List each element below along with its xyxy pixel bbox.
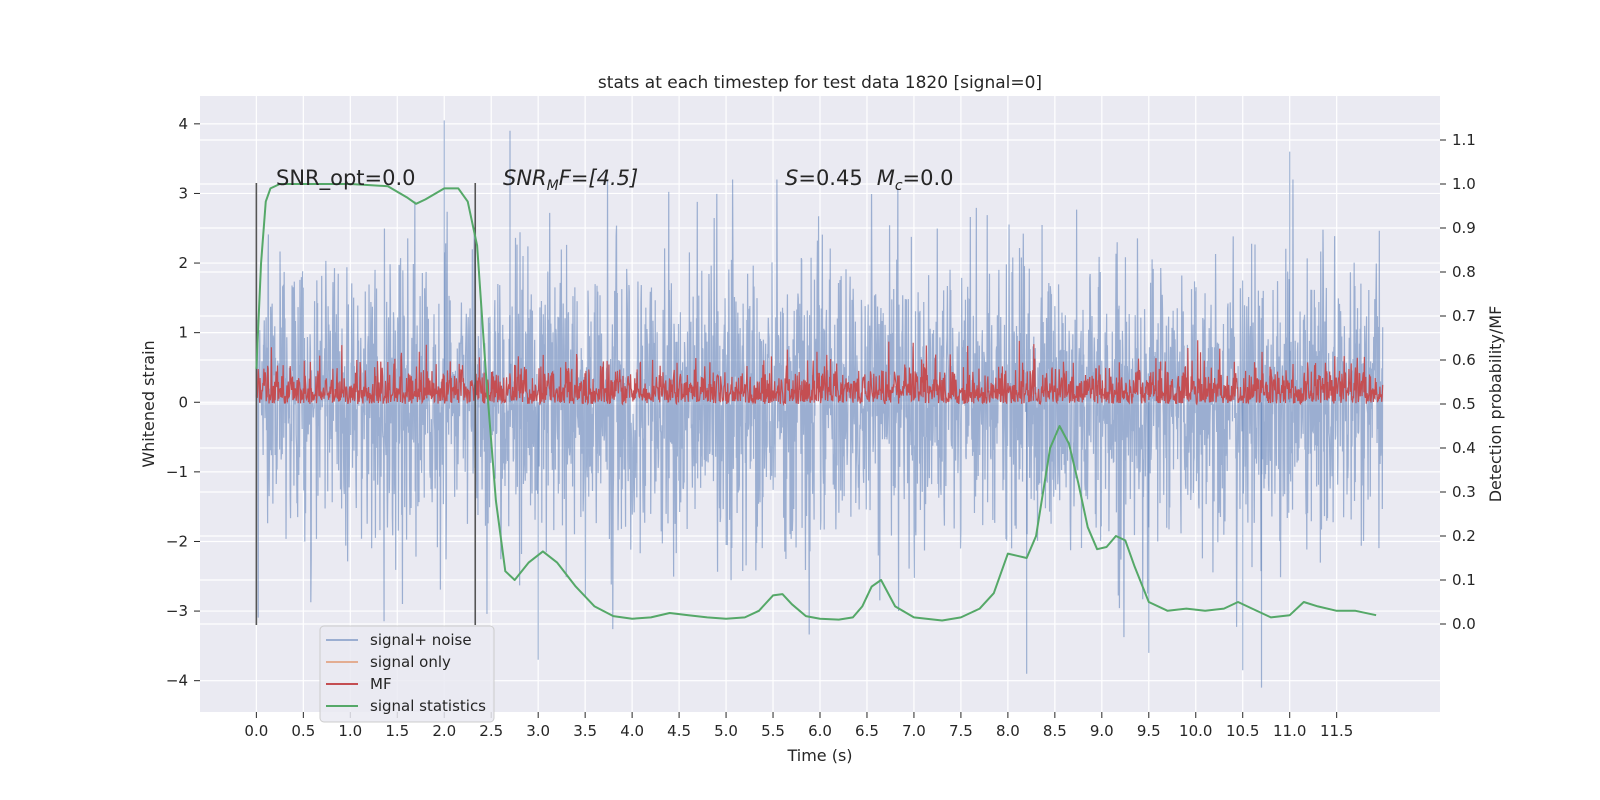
x-tick-label-22: 11.0 — [1273, 722, 1306, 740]
vertical-markers — [255, 183, 477, 625]
x-tick-label-14: 7.0 — [902, 722, 926, 740]
y-tick-label-3: −1 — [166, 463, 188, 481]
legend-label-mf: MF — [370, 675, 392, 693]
y2-tick-label-6: 0.6 — [1452, 351, 1476, 369]
mf-series — [255, 340, 1384, 407]
y2-tick-label-1: 0.1 — [1452, 571, 1476, 589]
y2-tick-label-2: 0.2 — [1452, 527, 1476, 545]
mf-line — [255, 340, 1384, 407]
x-tick-label-19: 9.5 — [1137, 722, 1161, 740]
legend: signal+ noise signal only MF signal stat… — [319, 625, 495, 723]
y2-axis-ticks: 0.0 0.1 0.2 0.3 0.4 0.5 0.6 0.7 0.8 0.9 1.0 1.1 — [1440, 131, 1476, 633]
y2-tick-label-4: 0.4 — [1452, 439, 1476, 457]
annotation-s-rest: =0.45 — [798, 166, 862, 190]
annotation-snr-mf-sub: M — [547, 178, 559, 194]
y-tick-label-6: 2 — [178, 254, 188, 272]
y-tick-label-0: −4 — [166, 672, 188, 690]
y2-tick-label-3: 0.3 — [1452, 483, 1476, 501]
y2-tick-label-0: 0.0 — [1452, 615, 1476, 633]
annotation-snr-mf-rest: F=[4.5] — [559, 166, 638, 190]
chart-title: stats at each timestep for test data 182… — [598, 73, 1042, 93]
y2-tick-label-10: 1.0 — [1452, 175, 1476, 193]
x-tick-label-5: 2.5 — [479, 722, 503, 740]
signal-statistics-series — [255, 183, 1377, 622]
x-tick-label-21: 10.5 — [1226, 722, 1259, 740]
x-tick-label-13: 6.5 — [855, 722, 879, 740]
y2-axis-label: Detection probability/MF — [1486, 306, 1505, 503]
y2-tick-label-11: 1.1 — [1452, 131, 1476, 149]
x-tick-label-7: 3.5 — [573, 722, 597, 740]
legend-label-signal-noise: signal+ noise — [370, 631, 472, 649]
annotation-snr-mf: SNRMF=[4.5] — [503, 166, 638, 194]
annotation-s-mc: S=0.45 Mc=0.0 — [785, 166, 954, 194]
x-tick-label-3: 1.5 — [385, 722, 409, 740]
x-tick-label-18: 9.0 — [1090, 722, 1114, 740]
y-tick-label-8: 4 — [178, 115, 188, 133]
signal-statistics-line — [255, 183, 1377, 622]
x-tick-label-2: 1.0 — [338, 722, 362, 740]
x-tick-label-10: 5.0 — [714, 722, 738, 740]
y-tick-label-4: 0 — [178, 393, 188, 411]
annotation-snr-mf-rest-text: F=[4.5] — [559, 166, 638, 190]
y-axis-ticks: −4 −3 −2 −1 0 1 2 3 4 — [166, 115, 200, 690]
x-axis-label: Time (s) — [786, 746, 852, 765]
x-tick-label-20: 10.0 — [1179, 722, 1212, 740]
x-tick-label-0: 0.0 — [244, 722, 268, 740]
x-tick-label-6: 3.0 — [526, 722, 550, 740]
annotation-snr-opt: SNR_opt=0.0 — [276, 166, 416, 191]
x-tick-label-1: 0.5 — [291, 722, 315, 740]
x-tick-label-4: 2.0 — [432, 722, 456, 740]
x-tick-label-12: 6.0 — [808, 722, 832, 740]
y-tick-label-1: −3 — [166, 602, 188, 620]
annotation-snr-mf-main: SNR — [503, 166, 547, 190]
y-axis-label: Whitened strain — [139, 340, 158, 467]
annotation-s-main: S — [785, 166, 798, 190]
x-tick-label-16: 8.0 — [996, 722, 1020, 740]
legend-label-signal-statistics: signal statistics — [370, 697, 486, 715]
annotation-mc-rest: =0.0 — [903, 166, 954, 190]
x-tick-label-11: 5.5 — [761, 722, 785, 740]
y2-tick-label-8: 0.8 — [1452, 263, 1476, 281]
y2-tick-label-5: 0.5 — [1452, 395, 1476, 413]
legend-box — [319, 625, 495, 723]
annotation-mc-sub: c — [895, 178, 903, 194]
x-tick-label-9: 4.5 — [667, 722, 691, 740]
y2-tick-label-9: 0.9 — [1452, 219, 1476, 237]
legend-label-signal-only: signal only — [370, 653, 451, 671]
y-tick-label-2: −2 — [166, 532, 188, 550]
x-axis-ticks: 0.0 0.5 1.0 1.5 2.0 2.5 3.0 3.5 4.0 4.5 5.0 5.5 6.0 6… — [244, 712, 1353, 740]
y-tick-label-5: 1 — [178, 324, 188, 342]
x-tick-label-17: 8.5 — [1043, 722, 1067, 740]
annotation-mc-main: M — [877, 166, 895, 190]
x-tick-label-8: 4.0 — [620, 722, 644, 740]
y2-tick-label-7: 0.7 — [1452, 307, 1476, 325]
x-tick-label-15: 7.5 — [949, 722, 973, 740]
x-tick-label-23: 11.5 — [1320, 722, 1353, 740]
y-tick-label-7: 3 — [178, 184, 188, 202]
